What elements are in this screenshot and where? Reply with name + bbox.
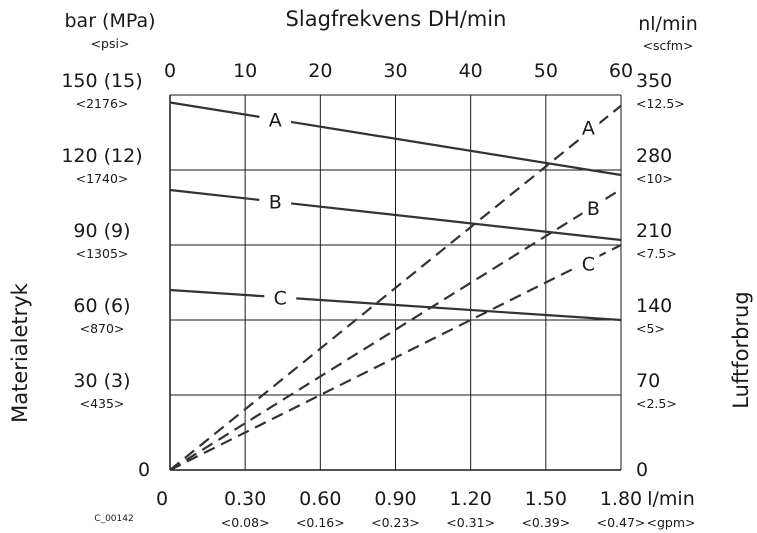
- air-label-C: C: [582, 254, 595, 276]
- right-tick-sub-1: <2.5>: [636, 396, 677, 411]
- left-tick-label-2: 60 (6): [73, 295, 130, 317]
- air-label-bg-B: [582, 196, 605, 219]
- left-tick-sub-1: <435>: [80, 396, 125, 411]
- bottom-tick-sub-4: <0.31>: [446, 515, 495, 530]
- figure-code: C_00142: [94, 514, 133, 524]
- bottom-tick-label-4: 1.20: [450, 488, 492, 510]
- bottom-tick-sub-5: <0.39>: [521, 515, 570, 530]
- left-tick-label-1: 30 (3): [73, 370, 130, 392]
- bottom-tick-label-3: 0.90: [374, 488, 416, 510]
- grid-layer: [169, 94, 622, 471]
- pressure-label-B: B: [269, 192, 282, 214]
- left-tick-sub-4: <1740>: [76, 171, 129, 186]
- right-tick-sub-5: <12.5>: [636, 96, 685, 111]
- right-axis-title: Luftforbrug: [729, 291, 753, 408]
- bottom-tick-sub-1: <0.08>: [221, 515, 270, 530]
- bottom-tick-sub-6: <0.47>: [597, 515, 646, 530]
- bottom-tick-label-1: 0.30: [224, 488, 266, 510]
- right-tick-label-1: 70: [636, 370, 660, 392]
- bottom-tick-sub-3: <0.23>: [371, 515, 420, 530]
- pressure-line-C: [169, 288, 622, 322]
- pressure-line-B: [169, 188, 622, 242]
- air-label-bg-C: [577, 252, 600, 275]
- chart-title: Slagfrekvens DH/min: [286, 7, 507, 31]
- top-tick-label-0: 0: [164, 60, 176, 82]
- bottom-axis-unit-sub: <gpm>: [647, 515, 696, 530]
- air-label-B: B: [587, 198, 600, 220]
- bottom-tick-label-5: 1.50: [525, 488, 567, 510]
- bottom-tick-label-6: 1.80: [600, 488, 642, 510]
- left-tick-label-0: 0: [138, 459, 150, 481]
- left-tick-sub-2: <870>: [80, 321, 125, 336]
- pressure-label-A: A: [269, 109, 282, 131]
- top-tick-label-5: 50: [534, 60, 558, 82]
- left-axis-unit: bar (MPa): [64, 10, 155, 32]
- left-axis-unit-sub: <psi>: [91, 36, 130, 51]
- air-label-A: A: [582, 117, 595, 139]
- right-tick-sub-2: <5>: [636, 321, 665, 336]
- left-tick-label-4: 120 (12): [61, 145, 142, 167]
- bottom-axis-unit: l/min: [647, 488, 695, 510]
- air-line-C: [169, 244, 622, 471]
- right-tick-label-0: 0: [636, 459, 648, 481]
- left-tick-label-3: 90 (9): [73, 220, 130, 242]
- pressure-label-C: C: [274, 287, 287, 309]
- right-axis-unit-sub: <scfm>: [643, 38, 694, 53]
- bottom-tick-sub-2: <0.16>: [296, 515, 345, 530]
- series-layer: A B C A B C: [169, 101, 622, 471]
- left-axis-title: Materialetryk: [8, 282, 32, 423]
- bottom-tick-label-0: 0: [156, 488, 168, 510]
- tick-labels-layer: 0 30 (3) <435> 60 (6) <870> 90 (9) <1305> 120 (…: [61, 60, 684, 530]
- right-tick-label-2: 140: [636, 295, 672, 317]
- right-tick-sub-3: <7.5>: [636, 246, 677, 261]
- top-tick-label-2: 20: [308, 60, 332, 82]
- top-tick-label-1: 10: [233, 60, 257, 82]
- pressure-line-A: [169, 101, 622, 177]
- right-tick-label-5: 350: [636, 70, 672, 92]
- top-tick-label-4: 40: [459, 60, 483, 82]
- left-tick-sub-5: <2176>: [76, 96, 129, 111]
- bottom-tick-label-2: 0.60: [299, 488, 341, 510]
- air-label-bg-A: [577, 116, 600, 139]
- air-line-A: [169, 104, 622, 471]
- air-line-B: [169, 188, 622, 471]
- top-tick-label-6: 60: [609, 60, 633, 82]
- right-tick-label-4: 280: [636, 145, 672, 167]
- right-tick-sub-4: <10>: [636, 171, 673, 186]
- right-tick-label-3: 210: [636, 220, 672, 242]
- left-tick-sub-3: <1305>: [76, 246, 129, 261]
- left-tick-label-5: 150 (15): [61, 70, 142, 92]
- right-axis-unit: nl/min: [638, 13, 698, 35]
- top-tick-label-3: 30: [383, 60, 407, 82]
